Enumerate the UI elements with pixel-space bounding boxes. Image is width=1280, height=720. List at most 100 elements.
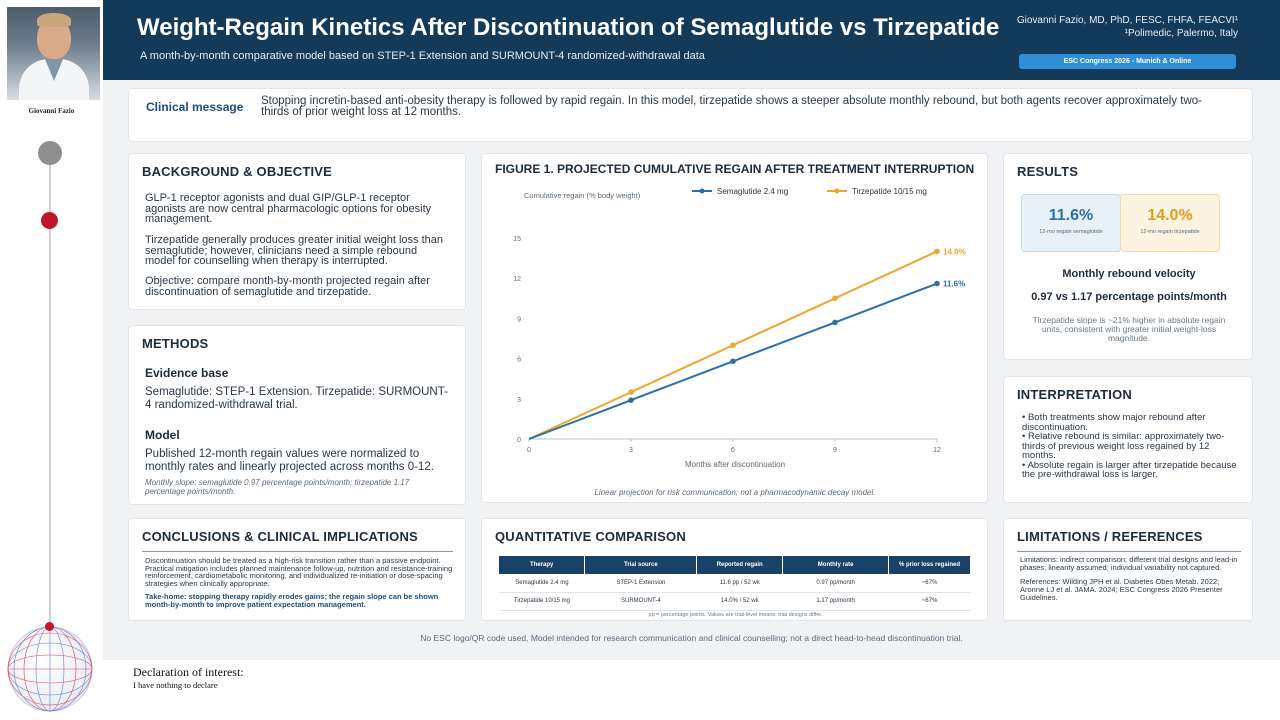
velocity-title: Monthly rebound velocity — [1062, 268, 1196, 280]
interpretation-item: • Relative rebound is similar: approxima… — [1022, 431, 1225, 461]
data-point — [730, 358, 736, 365]
interpretation-title: INTERPRETATION — [1017, 387, 1132, 402]
y-tick-label: 3 — [517, 397, 521, 404]
slope-note: Monthly slope: semaglutide 0.97 percenta… — [145, 478, 410, 496]
quantitative-card: QUANTITATIVE COMPARISON Therapy Trial so… — [481, 518, 988, 621]
model-heading: Model — [145, 428, 180, 442]
evidence-text: Semaglutide: STEP-1 Extension. Tirzepati… — [145, 386, 448, 411]
data-point — [628, 397, 634, 403]
timeline-dot-gray — [38, 141, 62, 165]
y-tick-label: 9 — [517, 316, 521, 323]
results-card: RESULTS 11.6% 12-mo regain semaglutide 1… — [1003, 153, 1253, 360]
end-data-label: 11.6% — [943, 280, 965, 289]
figure-card: FIGURE 1. PROJECTED CUMULATIVE REGAIN AF… — [481, 153, 988, 503]
y-tick-label: 12 — [513, 276, 521, 283]
stat-semaglutide: 11.6% 12-mo regain semaglutide — [1021, 194, 1121, 252]
declaration-title: Declaration of interest: — [133, 665, 244, 679]
x-axis-label: Months after discontinuation — [685, 460, 785, 469]
table-cell: STEP-1 Extension — [584, 574, 697, 593]
column-header: % prior loss regained — [888, 556, 971, 574]
table-cell: ~67% — [888, 592, 971, 611]
stat-semaglutide-label: 12-mo regain semaglutide — [1039, 229, 1103, 235]
conclusions-card: CONCLUSIONS & CLINICAL IMPLICATIONS Disc… — [128, 518, 466, 621]
photo-caption: Giovanni Fazio — [28, 107, 75, 115]
legend-label: Semaglutide 2.4 mg — [717, 187, 788, 196]
background-paragraph-2: Tirzepatide generally produces greater i… — [145, 234, 443, 267]
legend-marker — [699, 188, 705, 194]
y-axis-label: Cumulative regain (% body weight) — [524, 191, 641, 200]
y-tick-label: 15 — [513, 236, 521, 243]
congress-badge: ESC Congress 2026 - Munich & Online — [1019, 54, 1236, 69]
conclusions-divider — [142, 551, 453, 552]
author-affiliation: ¹Polimedic, Palermo, Italy — [1124, 28, 1238, 39]
x-tick-label: 9 — [833, 447, 837, 454]
table-cell: 0.97 pp/month — [782, 574, 889, 593]
table-cell: ~67% — [888, 574, 971, 593]
x-tick-label: 12 — [933, 447, 941, 454]
table-cell: 14.0% / 52 wk — [696, 592, 783, 611]
table-cell: SURMOUNT-4 — [584, 592, 697, 611]
table-note: pp = percentage points. Values are trial… — [648, 612, 823, 618]
stat-semaglutide-value: 11.6% — [1048, 207, 1094, 224]
stat-tirzepatide: 14.0% 12-mo regain tirzepatide — [1120, 194, 1220, 252]
column-header: Monthly rate — [782, 556, 890, 574]
background-card: BACKGROUND & OBJECTIVE GLP-1 receptor ag… — [128, 153, 466, 310]
interpretation-item: • Both treatments show major rebound aft… — [1022, 412, 1206, 433]
data-point — [730, 342, 736, 348]
x-tick-label: 6 — [731, 447, 735, 454]
table-cell: 11.6 pp / 52 wk — [696, 574, 783, 593]
x-tick-label: 0 — [527, 447, 531, 454]
footnote: No ESC logo/QR code used. Model intended… — [420, 633, 963, 643]
column-header: Therapy — [499, 556, 586, 574]
take-home: Take-home: stopping therapy rapidly erod… — [145, 592, 439, 609]
table-row: Semaglutide 2.4 mg STEP-1 Extension 11.6… — [499, 574, 971, 593]
regain-chart: Cumulative regain (% body weight) Semaglu… — [513, 187, 966, 497]
results-title: RESULTS — [1017, 164, 1079, 179]
author-block: Giovanni Fazio, MD, PhD, FESC, FHFA, FEA… — [1017, 14, 1238, 40]
comparison-table: Therapy Trial source Reported regain Mon… — [499, 556, 971, 611]
conclusions-title: CONCLUSIONS & CLINICAL IMPLICATIONS — [142, 529, 418, 544]
velocity-note: Tirzepatide slope is ~21% higher in abso… — [1032, 315, 1226, 343]
poster-subtitle: A month-by-month comparative model based… — [140, 50, 705, 62]
data-point — [934, 280, 940, 287]
left-strip: Giovanni Fazio — [0, 0, 103, 720]
figure-title: FIGURE 1. PROJECTED CUMULATIVE REGAIN AF… — [495, 162, 975, 176]
model-text: Published 12-month regain values were no… — [145, 448, 434, 473]
y-tick-label: 0 — [517, 437, 521, 444]
timeline-dot-red-small — [45, 622, 54, 631]
y-tick-label: 6 — [517, 357, 521, 364]
author-photo — [7, 7, 100, 100]
clinical-message-text: Stopping incretin-based anti-obesity the… — [261, 95, 1202, 118]
background-objective: Objective: compare month-by-month projec… — [145, 275, 430, 298]
table-row: Tirzepatide 10/15 mg SURMOUNT-4 14.0% / … — [499, 592, 971, 611]
background-title: BACKGROUND & OBJECTIVE — [142, 164, 333, 179]
declaration-text: I have nothing to declare — [133, 680, 218, 690]
methods-card: METHODS Evidence base Semaglutide: STEP-… — [128, 325, 466, 505]
table-cell: Semaglutide 2.4 mg — [499, 574, 585, 593]
limitations-card: LIMITATIONS / REFERENCES Limitations: in… — [1003, 518, 1253, 621]
globe-icon — [7, 626, 93, 712]
data-point — [832, 319, 838, 326]
clinical-message-label: Clinical message — [146, 100, 244, 114]
header: Weight-Regain Kinetics After Discontinua… — [103, 0, 1280, 80]
x-tick-label: 3 — [629, 447, 633, 454]
legend-label: Tirzepatide 10/15 mg — [852, 187, 927, 196]
quantitative-title: QUANTITATIVE COMPARISON — [495, 529, 686, 544]
table-cell: 1.17 pp/month — [782, 592, 889, 611]
limitations-text: Limitations: indirect comparison; differ… — [1020, 555, 1238, 572]
conclusions-text: Discontinuation should be treated as a h… — [145, 556, 453, 588]
end-data-label: 14.0% — [943, 247, 966, 256]
main-area: Clinical message Stopping incretin-based… — [103, 80, 1280, 660]
timeline-line — [49, 152, 51, 630]
poster-title: Weight-Regain Kinetics After Discontinua… — [137, 14, 1000, 41]
timeline-dot-red — [41, 212, 58, 229]
interpretation-item: • Absolute regain is larger after tirzep… — [1022, 459, 1237, 480]
table-header-row: Therapy Trial source Reported regain Mon… — [499, 556, 971, 574]
background-paragraph-1: GLP-1 receptor agonists and dual GIP/GLP… — [145, 192, 432, 225]
legend-marker — [834, 188, 840, 194]
interpretation-card: INTERPRETATION • Both treatments show ma… — [1003, 376, 1253, 503]
methods-title: METHODS — [142, 336, 209, 351]
figure-caption: Linear projection for risk communication… — [594, 488, 875, 497]
velocity-value: 0.97 vs 1.17 percentage points/month — [1031, 291, 1227, 303]
